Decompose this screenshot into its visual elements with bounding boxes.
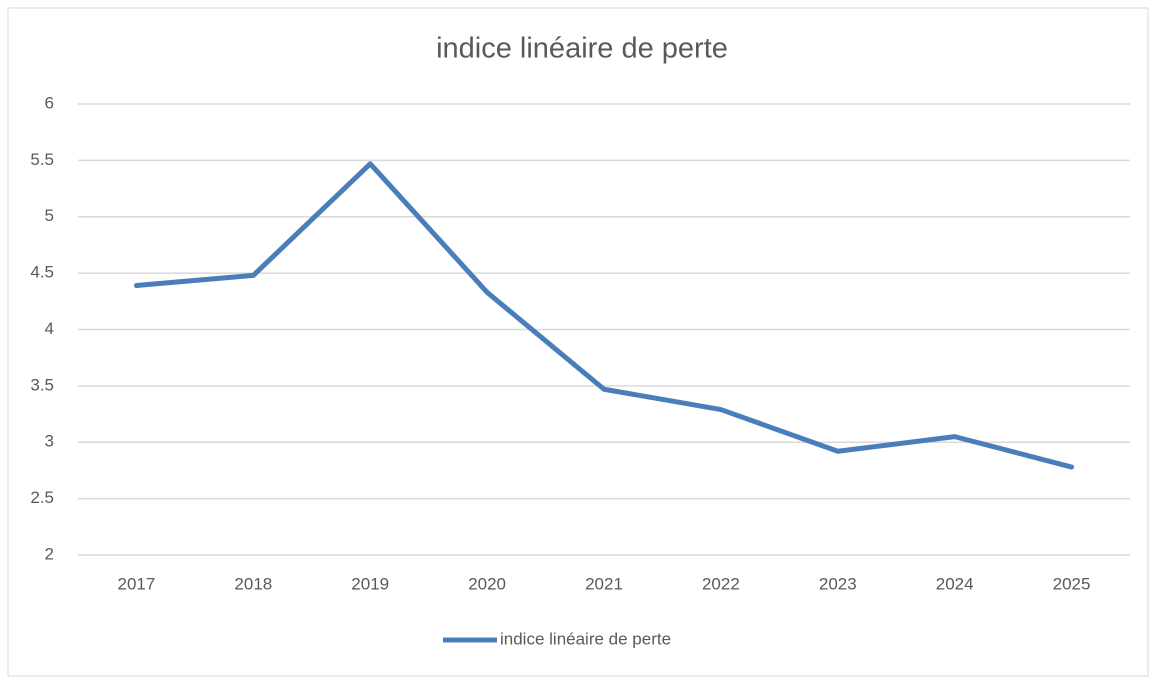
x-tick-label: 2020: [468, 574, 506, 593]
chart-border: [7, 7, 1149, 677]
y-tick-label: 5: [45, 206, 54, 225]
y-tick-label: 5.5: [30, 150, 54, 169]
y-tick-label: 3.5: [30, 375, 54, 394]
y-tick-label: 3: [45, 432, 54, 451]
y-tick-label: 4.5: [30, 263, 54, 282]
y-tick-label: 4: [45, 319, 54, 338]
x-tick-label: 2025: [1053, 574, 1091, 593]
y-tick-label: 2: [45, 544, 54, 563]
x-tick-label: 2017: [118, 574, 156, 593]
x-tick-label: 2019: [351, 574, 389, 593]
legend-label: indice linéaire de perte: [500, 629, 671, 648]
x-tick-label: 2022: [702, 574, 740, 593]
y-tick-label: 2.5: [30, 488, 54, 507]
chart-title: indice linéaire de perte: [436, 33, 728, 65]
x-tick-label: 2021: [585, 574, 623, 593]
x-tick-label: 2018: [234, 574, 272, 593]
y-tick-label: 6: [45, 93, 54, 112]
x-tick-label: 2024: [936, 574, 974, 593]
x-tick-label: 2023: [819, 574, 857, 593]
line: [133, 161, 1075, 470]
